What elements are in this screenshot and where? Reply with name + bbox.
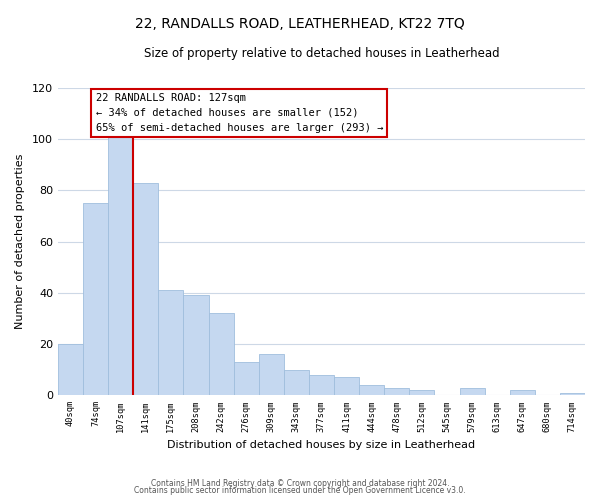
Bar <box>184 296 209 396</box>
Bar <box>510 390 535 396</box>
Bar <box>209 314 233 396</box>
Bar <box>133 183 158 396</box>
Bar <box>460 388 485 396</box>
Bar <box>560 392 585 396</box>
Bar <box>359 385 384 396</box>
Bar <box>108 136 133 396</box>
Text: Contains HM Land Registry data © Crown copyright and database right 2024.: Contains HM Land Registry data © Crown c… <box>151 478 449 488</box>
Bar <box>384 388 409 396</box>
Bar <box>233 362 259 396</box>
Bar <box>83 204 108 396</box>
Y-axis label: Number of detached properties: Number of detached properties <box>15 154 25 330</box>
Text: 22 RANDALLS ROAD: 127sqm
← 34% of detached houses are smaller (152)
65% of semi-: 22 RANDALLS ROAD: 127sqm ← 34% of detach… <box>95 93 383 133</box>
Bar <box>409 390 434 396</box>
Text: 22, RANDALLS ROAD, LEATHERHEAD, KT22 7TQ: 22, RANDALLS ROAD, LEATHERHEAD, KT22 7TQ <box>135 18 465 32</box>
Text: Contains public sector information licensed under the Open Government Licence v3: Contains public sector information licen… <box>134 486 466 495</box>
Bar <box>284 370 309 396</box>
Bar <box>334 378 359 396</box>
Title: Size of property relative to detached houses in Leatherhead: Size of property relative to detached ho… <box>143 48 499 60</box>
Bar <box>58 344 83 396</box>
Bar <box>309 375 334 396</box>
Bar <box>158 290 184 396</box>
Bar <box>259 354 284 396</box>
X-axis label: Distribution of detached houses by size in Leatherhead: Distribution of detached houses by size … <box>167 440 476 450</box>
